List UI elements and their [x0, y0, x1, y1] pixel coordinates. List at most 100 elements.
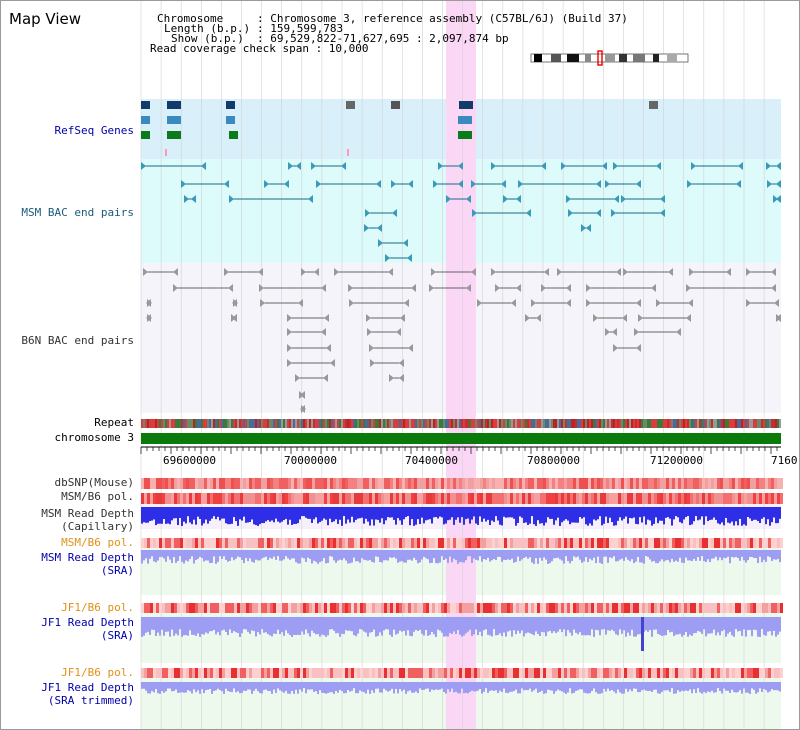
jf1-pol-heat-2	[672, 668, 675, 678]
msm-sra-depth	[577, 550, 579, 557]
jf1-pol-heat-2	[750, 668, 753, 678]
msm-pol-sra-heat	[570, 538, 573, 548]
repeat-segment	[693, 419, 695, 428]
msm-bac-end	[377, 224, 382, 232]
track-label-msm-b6-pol[interactable]: MSM/B6 pol.	[61, 490, 134, 503]
repeat-segment	[283, 419, 285, 428]
repeat-segment	[731, 419, 733, 428]
jf1-pol-heat-2	[411, 668, 414, 678]
jf1-trim-depth	[177, 682, 179, 693]
msm-pol-heat	[441, 493, 444, 504]
track-label-refseq-genes[interactable]: RefSeq Genes	[54, 124, 134, 137]
jf1-pol-heat	[147, 603, 150, 613]
msm-pol-sra-heat	[294, 538, 297, 548]
msm-pol-heat	[540, 493, 543, 504]
jf1-sra-depth	[727, 617, 729, 634]
jf1-pol-heat-2	[225, 668, 228, 678]
track-label-msm-bac[interactable]: MSM BAC end pairs	[21, 206, 134, 219]
jf1-pol-heat-2	[555, 668, 558, 678]
repeat-segment	[143, 419, 145, 428]
jf1-pol-heat	[507, 603, 510, 613]
track-label-msm-b6-pol-sra[interactable]: MSM/B6 pol.	[61, 536, 134, 549]
msm-capillary-depth	[301, 507, 303, 517]
jf1-sra-depth	[387, 617, 389, 630]
msm-capillary-depth	[477, 507, 479, 525]
jf1-pol-heat-2	[336, 668, 339, 678]
jf1-sra-depth	[345, 617, 347, 631]
dbsnp-heat	[174, 478, 177, 489]
msm-sra-depth	[713, 550, 715, 559]
jf1-pol-heat	[561, 603, 564, 613]
jf1-pol-heat-2	[759, 668, 762, 678]
jf1-pol-heat-2	[468, 668, 471, 678]
jf1-trim-depth	[733, 682, 735, 693]
repeat-segment	[615, 419, 617, 428]
msm-sra-depth	[345, 550, 347, 561]
repeat-segment	[305, 419, 307, 428]
b6n-bac-end	[334, 268, 339, 276]
msm-capillary-depth	[433, 507, 435, 518]
msm-sra-depth	[623, 550, 625, 561]
jf1-sra-depth	[213, 617, 215, 630]
msm-capillary-depth	[277, 507, 279, 522]
jf1-trim-depth	[425, 682, 427, 689]
msm-pol-sra-heat	[393, 538, 396, 548]
msm-pol-sra-heat	[189, 538, 192, 548]
jf1-sra-depth	[183, 617, 185, 636]
jf1-trim-depth	[651, 682, 653, 693]
msm-sra-depth	[589, 550, 591, 559]
dbsnp-heat	[183, 478, 186, 489]
track-label-jf1-b6-pol[interactable]: JF1/B6 pol.	[61, 601, 134, 614]
jf1-pol-heat-2	[690, 668, 693, 678]
jf1-trim-depth	[453, 682, 455, 693]
jf1-trim-depth	[743, 682, 745, 689]
msm-pol-heat	[582, 493, 585, 504]
jf1-trim-depth	[575, 682, 577, 691]
msm-capillary-depth	[443, 507, 445, 525]
dbsnp-heat	[291, 478, 294, 489]
repeat-segment	[421, 419, 423, 428]
msm-sra-depth	[485, 550, 487, 560]
track-label-jf1-b6-pol-2[interactable]: JF1/B6 pol.	[61, 666, 134, 679]
dbsnp-heat	[705, 478, 708, 489]
track-label-dbsnp[interactable]: dbSNP(Mouse)	[54, 476, 134, 489]
jf1-pol-heat	[429, 603, 432, 613]
msm-pol-sra-heat	[471, 538, 474, 548]
jf1-pol-heat-2	[204, 668, 207, 678]
jf1-pol-heat	[456, 603, 459, 613]
msm-bac-end	[605, 180, 610, 188]
b6n-bac-end	[259, 284, 264, 292]
jf1-pol-heat-2	[681, 668, 684, 678]
dbsnp-heat	[531, 478, 534, 489]
jf1-sra-depth	[753, 617, 755, 630]
jf1-pol-heat-2	[312, 668, 315, 678]
repeat-segment	[503, 419, 505, 428]
msm-pol-sra-heat	[207, 538, 210, 548]
jf1-pol-heat-2	[525, 668, 528, 678]
dbsnp-heat	[207, 478, 210, 489]
jf1-sra-depth	[181, 617, 183, 637]
track-label-jf1-depth-trimmed[interactable]: JF1 Read Depth	[41, 681, 134, 694]
jf1-trim-depth	[675, 682, 677, 694]
msm-capillary-depth	[279, 507, 281, 523]
repeat-segment	[755, 419, 757, 428]
jf1-sra-depth	[297, 617, 299, 635]
jf1-pol-heat	[210, 603, 213, 613]
msm-capillary-depth	[409, 507, 411, 526]
msm-bac-end	[656, 162, 661, 170]
track-label-jf1-depth-sra[interactable]: JF1 Read Depth	[41, 616, 134, 629]
jf1-trim-depth	[379, 682, 381, 693]
track-label-b6n-bac[interactable]: B6N BAC end pairs	[21, 334, 134, 347]
msm-pol-heat	[480, 493, 483, 504]
jf1-trim-depth	[529, 682, 531, 689]
repeat-segment	[753, 419, 755, 428]
track-label-msm-depth-sra[interactable]: MSM Read Depth	[41, 551, 134, 564]
msm-bac-end	[341, 162, 346, 170]
track-label-msm-depth-capillary[interactable]: MSM Read Depth	[41, 507, 134, 520]
b6n-bac-end	[726, 268, 731, 276]
repeat-segment	[617, 419, 619, 428]
msm-capillary-depth	[445, 507, 447, 524]
msm-pol-sra-heat	[306, 538, 309, 548]
dbsnp-heat	[630, 478, 633, 489]
